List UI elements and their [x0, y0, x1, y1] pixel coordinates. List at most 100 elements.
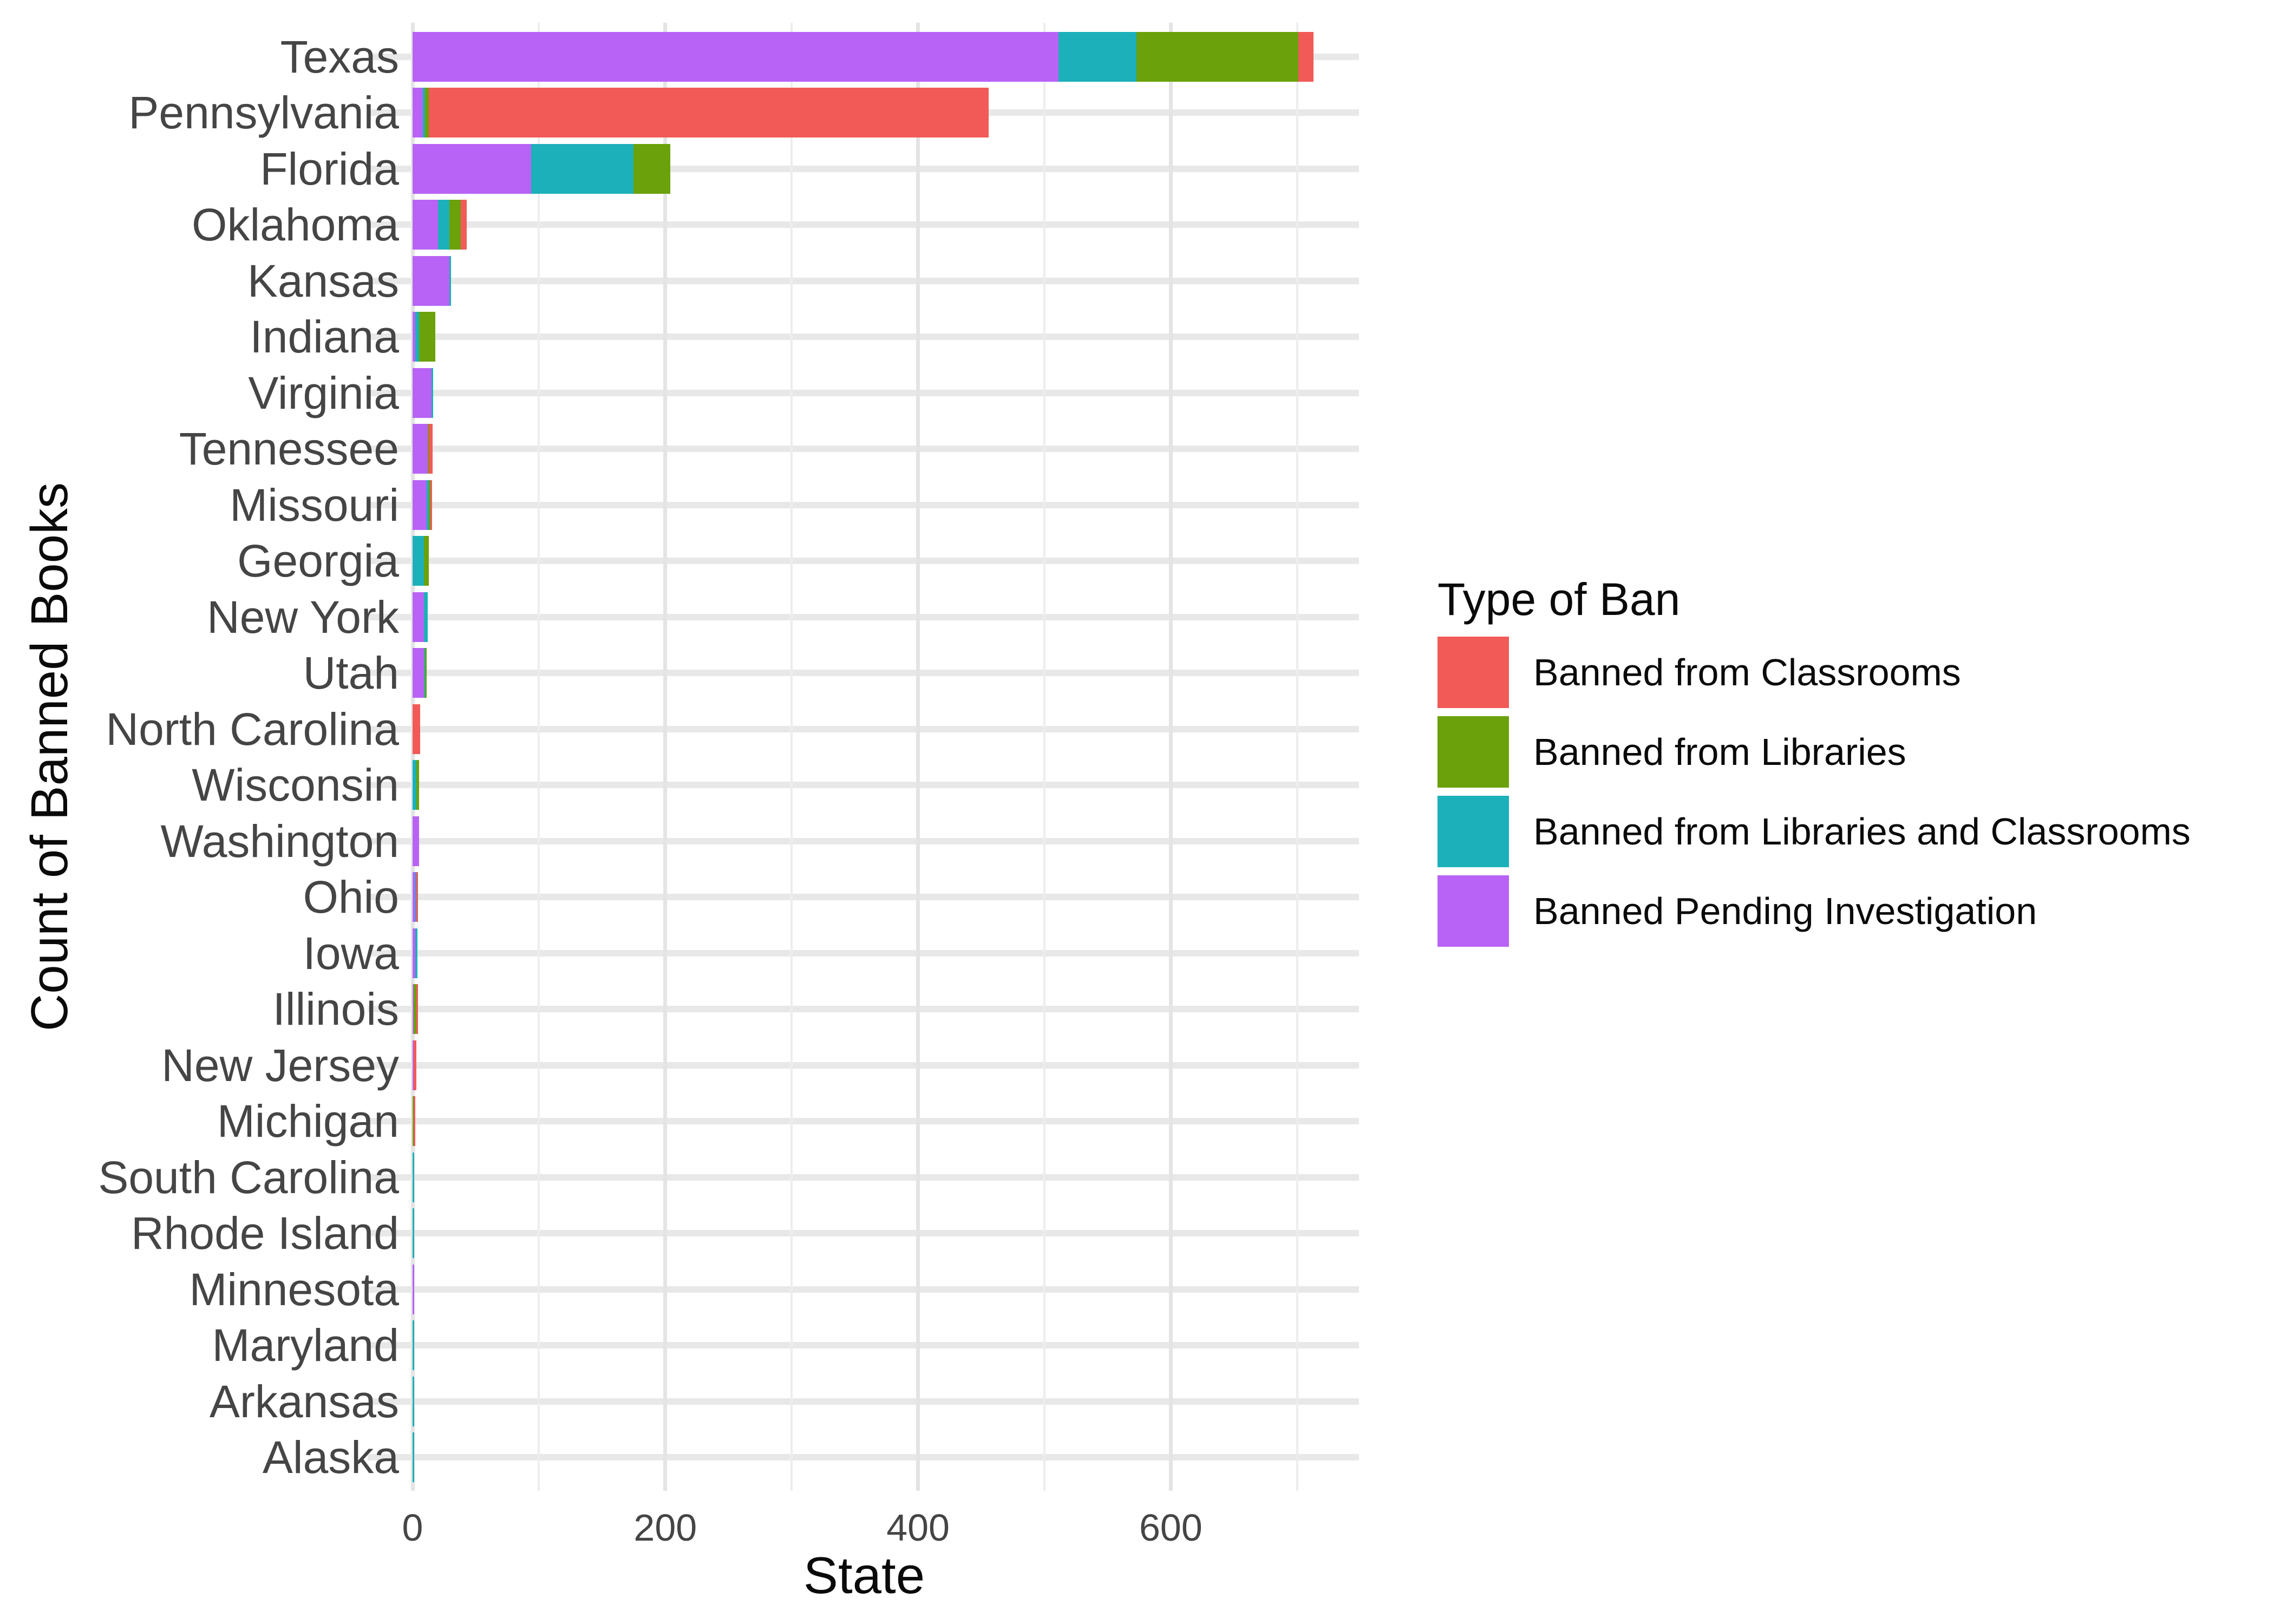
minor-gridline [790, 23, 793, 1491]
y-axis-label: North Carolina [106, 703, 399, 755]
bar-segment [425, 88, 429, 137]
y-axis-label: Tennessee [179, 423, 399, 474]
bar-segment [416, 872, 418, 922]
category-gridline [368, 1230, 1359, 1236]
legend-item: Banned from Libraries [1437, 716, 2191, 788]
bar-segment [1136, 31, 1299, 82]
category-gridline [368, 1342, 1359, 1348]
bar-segment [424, 592, 428, 642]
bar-segment [531, 143, 634, 194]
bar-segment [413, 592, 424, 642]
category-gridline [368, 1454, 1359, 1461]
bar-segment [449, 200, 461, 250]
y-axis-title: Count of Banned Books [21, 482, 79, 1032]
bar-segment [413, 1040, 414, 1090]
legend-items: Banned from Classrooms Banned from Librar… [1437, 637, 2191, 947]
y-axis-label: Kansas [247, 255, 399, 306]
y-axis-label: South Carolina [98, 1151, 399, 1203]
legend-item-label: Banned from Libraries [1533, 731, 1906, 773]
minor-gridline [1296, 23, 1298, 1491]
y-axis-label: Virginia [248, 367, 399, 418]
y-axis-label: Iowa [303, 927, 399, 979]
category-gridline [368, 725, 1359, 732]
legend-item: Banned Pending Investigation [1437, 875, 2191, 947]
x-axis-tick-label: 600 [1139, 1507, 1203, 1549]
legend-item-label: Banned from Libraries and Classrooms [1533, 810, 2191, 853]
category-gridline [368, 894, 1359, 900]
x-axis-tick-label: 0 [402, 1507, 423, 1549]
bar-segment [413, 984, 414, 1034]
minor-gridline [538, 23, 540, 1491]
category-gridline [368, 446, 1359, 452]
y-axis-label: Pennsylvania [128, 87, 399, 138]
bar-segment [428, 424, 429, 474]
bar-segment [413, 1320, 414, 1370]
bar-segment [413, 1264, 414, 1314]
y-axis-label: Illinois [272, 984, 399, 1034]
category-gridline [368, 949, 1359, 957]
bar-segment [633, 143, 671, 194]
y-axis-label: Arkansas [209, 1376, 399, 1427]
bar-segment [430, 480, 432, 530]
category-gridline [368, 501, 1359, 508]
category-gridline [368, 1174, 1359, 1181]
x-axis-title: State [803, 1547, 925, 1605]
bar-segment [415, 312, 419, 362]
y-axis-label: Michigan [217, 1096, 399, 1147]
bar-segment [413, 760, 416, 810]
bar-segment [429, 424, 433, 474]
y-axis-label: Texas [280, 31, 399, 82]
bar-segment [414, 984, 416, 1034]
bar-segment [432, 368, 433, 418]
bar-segment [416, 984, 418, 1034]
x-axis-tick-label: 400 [886, 1507, 950, 1549]
bar-segment [413, 928, 415, 978]
bar-segment [413, 1208, 414, 1258]
category-gridline [368, 333, 1359, 340]
bar-segment [1058, 31, 1137, 82]
category-gridline [368, 837, 1359, 844]
bar-segment [414, 1040, 416, 1090]
bar-segment [437, 200, 449, 250]
x-axis-tick-label: 200 [633, 1507, 697, 1549]
legend: Type of Ban Banned from Classrooms Banned… [1437, 573, 2191, 947]
category-gridline [368, 1118, 1359, 1124]
bar-segment [413, 536, 424, 586]
bar-segment [413, 1432, 414, 1482]
y-axis-label: New York [207, 591, 399, 643]
y-axis-label: Rhode Island [130, 1208, 399, 1259]
legend-item: Banned from Libraries and Classrooms [1437, 796, 2191, 867]
bar-segment [413, 88, 423, 137]
plot-panel [368, 23, 1359, 1491]
category-gridline [368, 782, 1359, 788]
major-gridline [1168, 23, 1173, 1491]
legend-item: Banned from Classrooms [1437, 637, 2191, 708]
legend-key-swatch [1437, 637, 1509, 708]
bar-segment [413, 31, 1058, 82]
bar-segment [422, 88, 426, 137]
major-gridline [410, 23, 415, 1491]
y-axis-label: Ohio [303, 872, 399, 922]
bar-segment [416, 760, 419, 810]
bar-segment [413, 816, 419, 866]
y-axis-label: Maryland [212, 1320, 399, 1371]
bar-segment [1298, 31, 1314, 82]
major-gridline [916, 23, 920, 1491]
y-axis-label: Oklahoma [192, 199, 399, 250]
legend-title: Type of Ban [1437, 574, 1681, 625]
y-axis-label: Minnesota [189, 1263, 399, 1315]
category-gridline [368, 1006, 1359, 1012]
bar-segment [425, 648, 427, 698]
bar-segment [419, 312, 435, 362]
category-gridline [368, 670, 1359, 676]
bar-segment [413, 312, 415, 362]
bar-segment [424, 648, 426, 698]
bar-segment [413, 200, 438, 250]
minor-gridline [1043, 23, 1045, 1491]
category-gridline [368, 1286, 1359, 1293]
bar-segment [413, 648, 424, 698]
category-gridline [368, 1398, 1359, 1405]
bar-segment [413, 368, 432, 418]
bar-segment [413, 480, 427, 530]
bar-segment [424, 536, 429, 586]
